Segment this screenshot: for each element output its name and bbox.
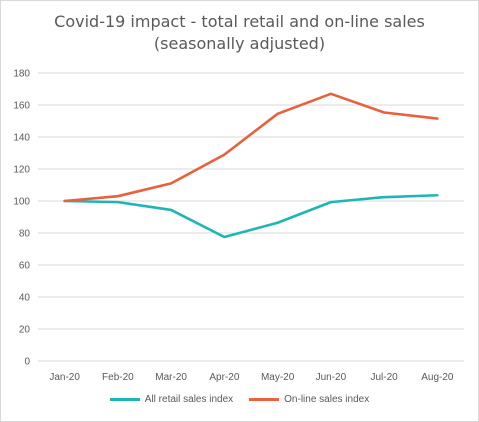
legend-entry-all-retail: All retail sales index [109,394,234,405]
chart-title: Covid-19 impact - total retail and on-li… [54,12,425,31]
y-tick-label: 0 [24,357,30,368]
gridlines [38,72,464,362]
y-tick-label: 140 [13,133,30,144]
y-tick-label: 20 [19,325,31,336]
y-tick-label: 160 [13,101,30,112]
chart-title-block: Covid-19 impact - total retail and on-li… [1,11,478,55]
y-tick-label: 80 [19,229,31,240]
y-tick-label: 180 [13,69,30,80]
x-tick-label: Jul-20 [371,372,399,383]
series-line-online [63,92,439,203]
series-lines [63,92,439,239]
y-axis-tick-labels: 0 20 40 60 80 100 120 140 160 180 [13,69,30,368]
series-line-all-retail [63,193,439,239]
legend-label-all-retail: All retail sales index [144,394,234,405]
y-tick-label: 120 [13,165,30,176]
legend: All retail sales index On-line sales ind… [1,394,478,405]
y-tick-label: 100 [13,197,30,208]
x-tick-label: Jan-20 [49,372,80,383]
chart-subtitle: (seasonally adjusted) [153,34,326,53]
y-tick-label: 60 [19,261,31,272]
x-tick-label: Aug-20 [421,372,454,383]
legend-entry-online: On-line sales index [249,394,369,405]
x-tick-label: Feb-20 [102,372,134,383]
x-tick-label: May-20 [261,372,295,383]
legend-swatch-online [249,398,280,401]
legend-label-online: On-line sales index [284,394,370,405]
y-tick-label: 40 [19,293,31,304]
legend-swatch-all-retail [109,398,140,401]
x-axis-tick-labels: Jan-20 Feb-20 Mar-20 Apr-20 May-20 Jun-20 Jul-… [49,372,454,383]
x-tick-label: Jun-20 [316,372,347,383]
x-tick-label: Mar-20 [155,372,187,383]
x-tick-label: Apr-20 [209,372,239,383]
